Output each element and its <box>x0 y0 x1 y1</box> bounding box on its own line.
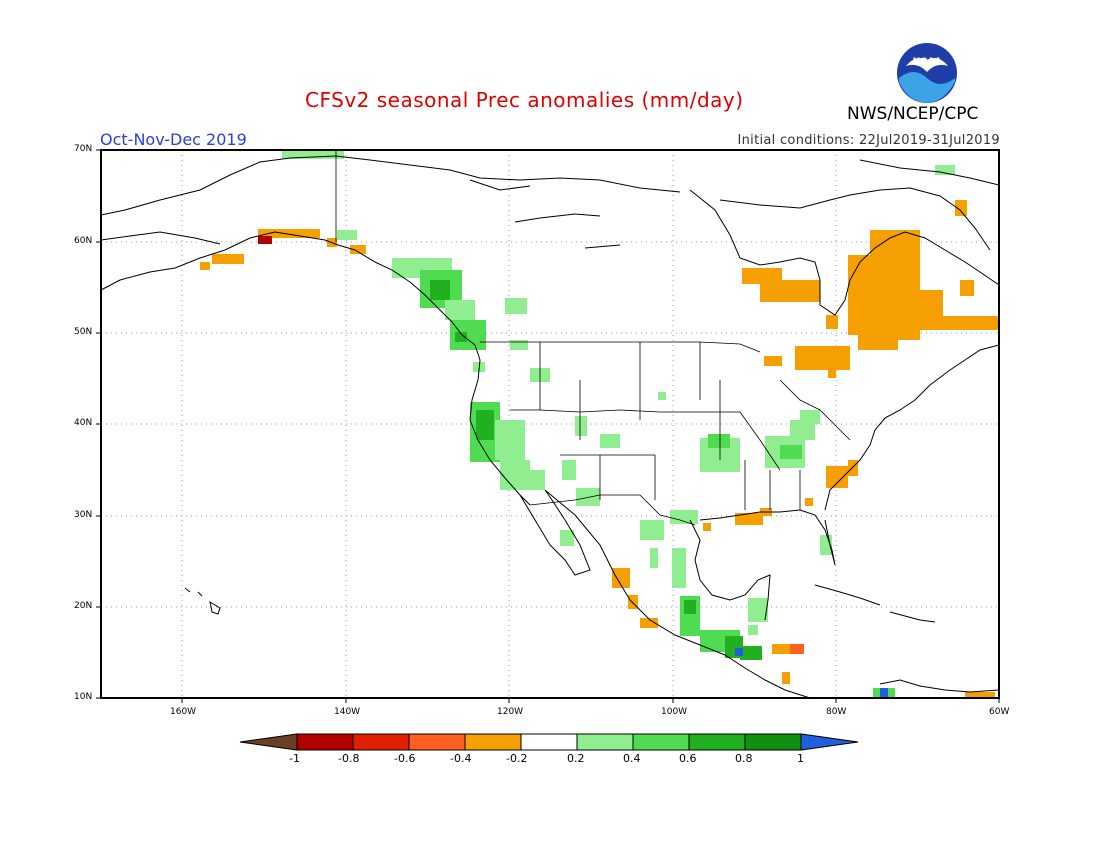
lat-label-70n: 70N <box>74 144 93 154</box>
colorbar-label-neg0.8: -0.8 <box>338 752 360 765</box>
colorbar-label-neg1: -1 <box>289 752 300 765</box>
map-frame <box>100 149 1000 699</box>
colorbar-label-neg0.6: -0.6 <box>394 752 416 765</box>
noaa-logo: NOAA <box>897 43 957 103</box>
lat-label-40n: 40N <box>74 418 93 428</box>
initial-conditions-label: Initial conditions: 22Jul2019-31Jul2019 <box>737 133 1000 148</box>
lat-label-30n: 30N <box>74 510 93 520</box>
noaa-logo-text: NOAA <box>913 57 942 67</box>
lat-label-50n: 50N <box>74 327 93 337</box>
colorbar-label-neg0.4: -0.4 <box>450 752 472 765</box>
coastlines <box>101 155 999 698</box>
agency-label: NWS/NCEP/CPC <box>847 104 979 124</box>
anomaly-cells <box>200 150 999 698</box>
lon-label-120w: 120W <box>497 707 524 717</box>
graticule <box>101 150 999 698</box>
borders <box>335 150 851 526</box>
colorbar-label-0.6: 0.6 <box>679 752 697 765</box>
lon-label-80w: 80W <box>826 707 847 717</box>
map-title: CFSv2 seasonal Prec anomalies (mm/day) <box>305 88 744 112</box>
colorbar-label-0.2: 0.2 <box>567 752 585 765</box>
lat-label-10n: 10N <box>74 692 93 702</box>
lon-label-100w: 100W <box>661 707 688 717</box>
lat-label-20n: 20N <box>74 601 93 611</box>
lat-label-60n: 60N <box>74 236 93 246</box>
colorbar-label-neg0.2: -0.2 <box>506 752 528 765</box>
colorbar-label-0.4: 0.4 <box>623 752 641 765</box>
lon-label-140w: 140W <box>334 707 361 717</box>
period-label: Oct-Nov-Dec 2019 <box>100 130 247 149</box>
colorbar-label-1: 1 <box>797 752 804 765</box>
lon-label-160w: 160W <box>170 707 197 717</box>
colorbar-label-0.8: 0.8 <box>735 752 753 765</box>
lon-label-60w: 60W <box>989 707 1010 717</box>
axis-ticks <box>96 149 1000 703</box>
